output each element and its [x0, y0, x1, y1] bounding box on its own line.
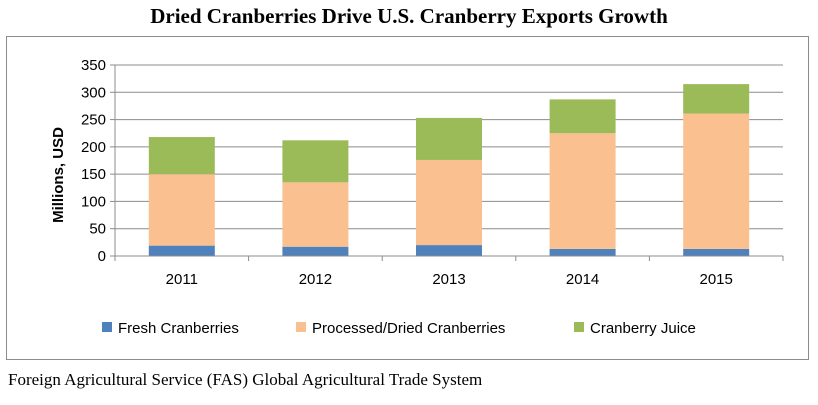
bar-segment [549, 133, 616, 249]
x-tick-label: 2012 [299, 271, 332, 288]
stacked-bar-chart: Millions, USD 0 50 100 150 200 250 300 350 2011… [50, 57, 784, 337]
legend-swatch [296, 322, 306, 332]
legend: Fresh Cranberries Processed/Dried Cranber… [102, 320, 696, 337]
bar-segment [683, 113, 750, 249]
x-axis-ticks: 2011 2012 2013 2014 2015 [114, 256, 784, 288]
chart-title: Dried Cranberries Drive U.S. Cranberry E… [150, 4, 668, 28]
x-tick-label: 2013 [432, 271, 465, 288]
bar-segment [148, 174, 215, 246]
bar-segment [148, 245, 215, 256]
y-tick-label: 50 [89, 221, 106, 238]
y-tick-label: 350 [81, 57, 106, 74]
bar-segment [416, 159, 482, 246]
bar-segment [282, 140, 349, 183]
bar-segment [683, 84, 750, 114]
bar-segment [282, 182, 349, 247]
y-tick-label: 0 [98, 248, 106, 265]
legend-swatch [574, 322, 584, 332]
y-tick-label: 200 [81, 139, 106, 156]
bar-segment [683, 248, 750, 256]
y-tick-label: 250 [81, 112, 106, 129]
x-tick-label: 2011 [166, 271, 198, 288]
y-tick-label: 100 [81, 193, 106, 210]
legend-label: Processed/Dried Cranberries [312, 320, 505, 337]
bars [148, 84, 750, 256]
y-axis-ticks: 0 50 100 150 200 250 300 350 [81, 57, 115, 265]
legend-swatch [102, 322, 112, 332]
bar-segment [416, 117, 482, 160]
axes [114, 65, 783, 257]
legend-label: Fresh Cranberries [118, 320, 239, 337]
bar-segment [148, 137, 215, 175]
y-tick-label: 300 [81, 84, 106, 101]
y-axis-label: Millions, USD [50, 127, 67, 223]
x-tick-label: 2015 [700, 271, 733, 288]
legend-label: Cranberry Juice [590, 320, 696, 337]
y-tick-label: 150 [81, 166, 106, 183]
bar-segment [549, 99, 616, 134]
bar-segment [282, 246, 349, 256]
bar-segment [416, 245, 482, 256]
chart-frame: Millions, USD 0 50 100 150 200 250 300 350 2011… [6, 36, 809, 360]
source-note: Foreign Agricultural Service (FAS) Globa… [8, 370, 483, 389]
bar-segment [549, 248, 616, 256]
x-tick-label: 2014 [566, 271, 599, 288]
